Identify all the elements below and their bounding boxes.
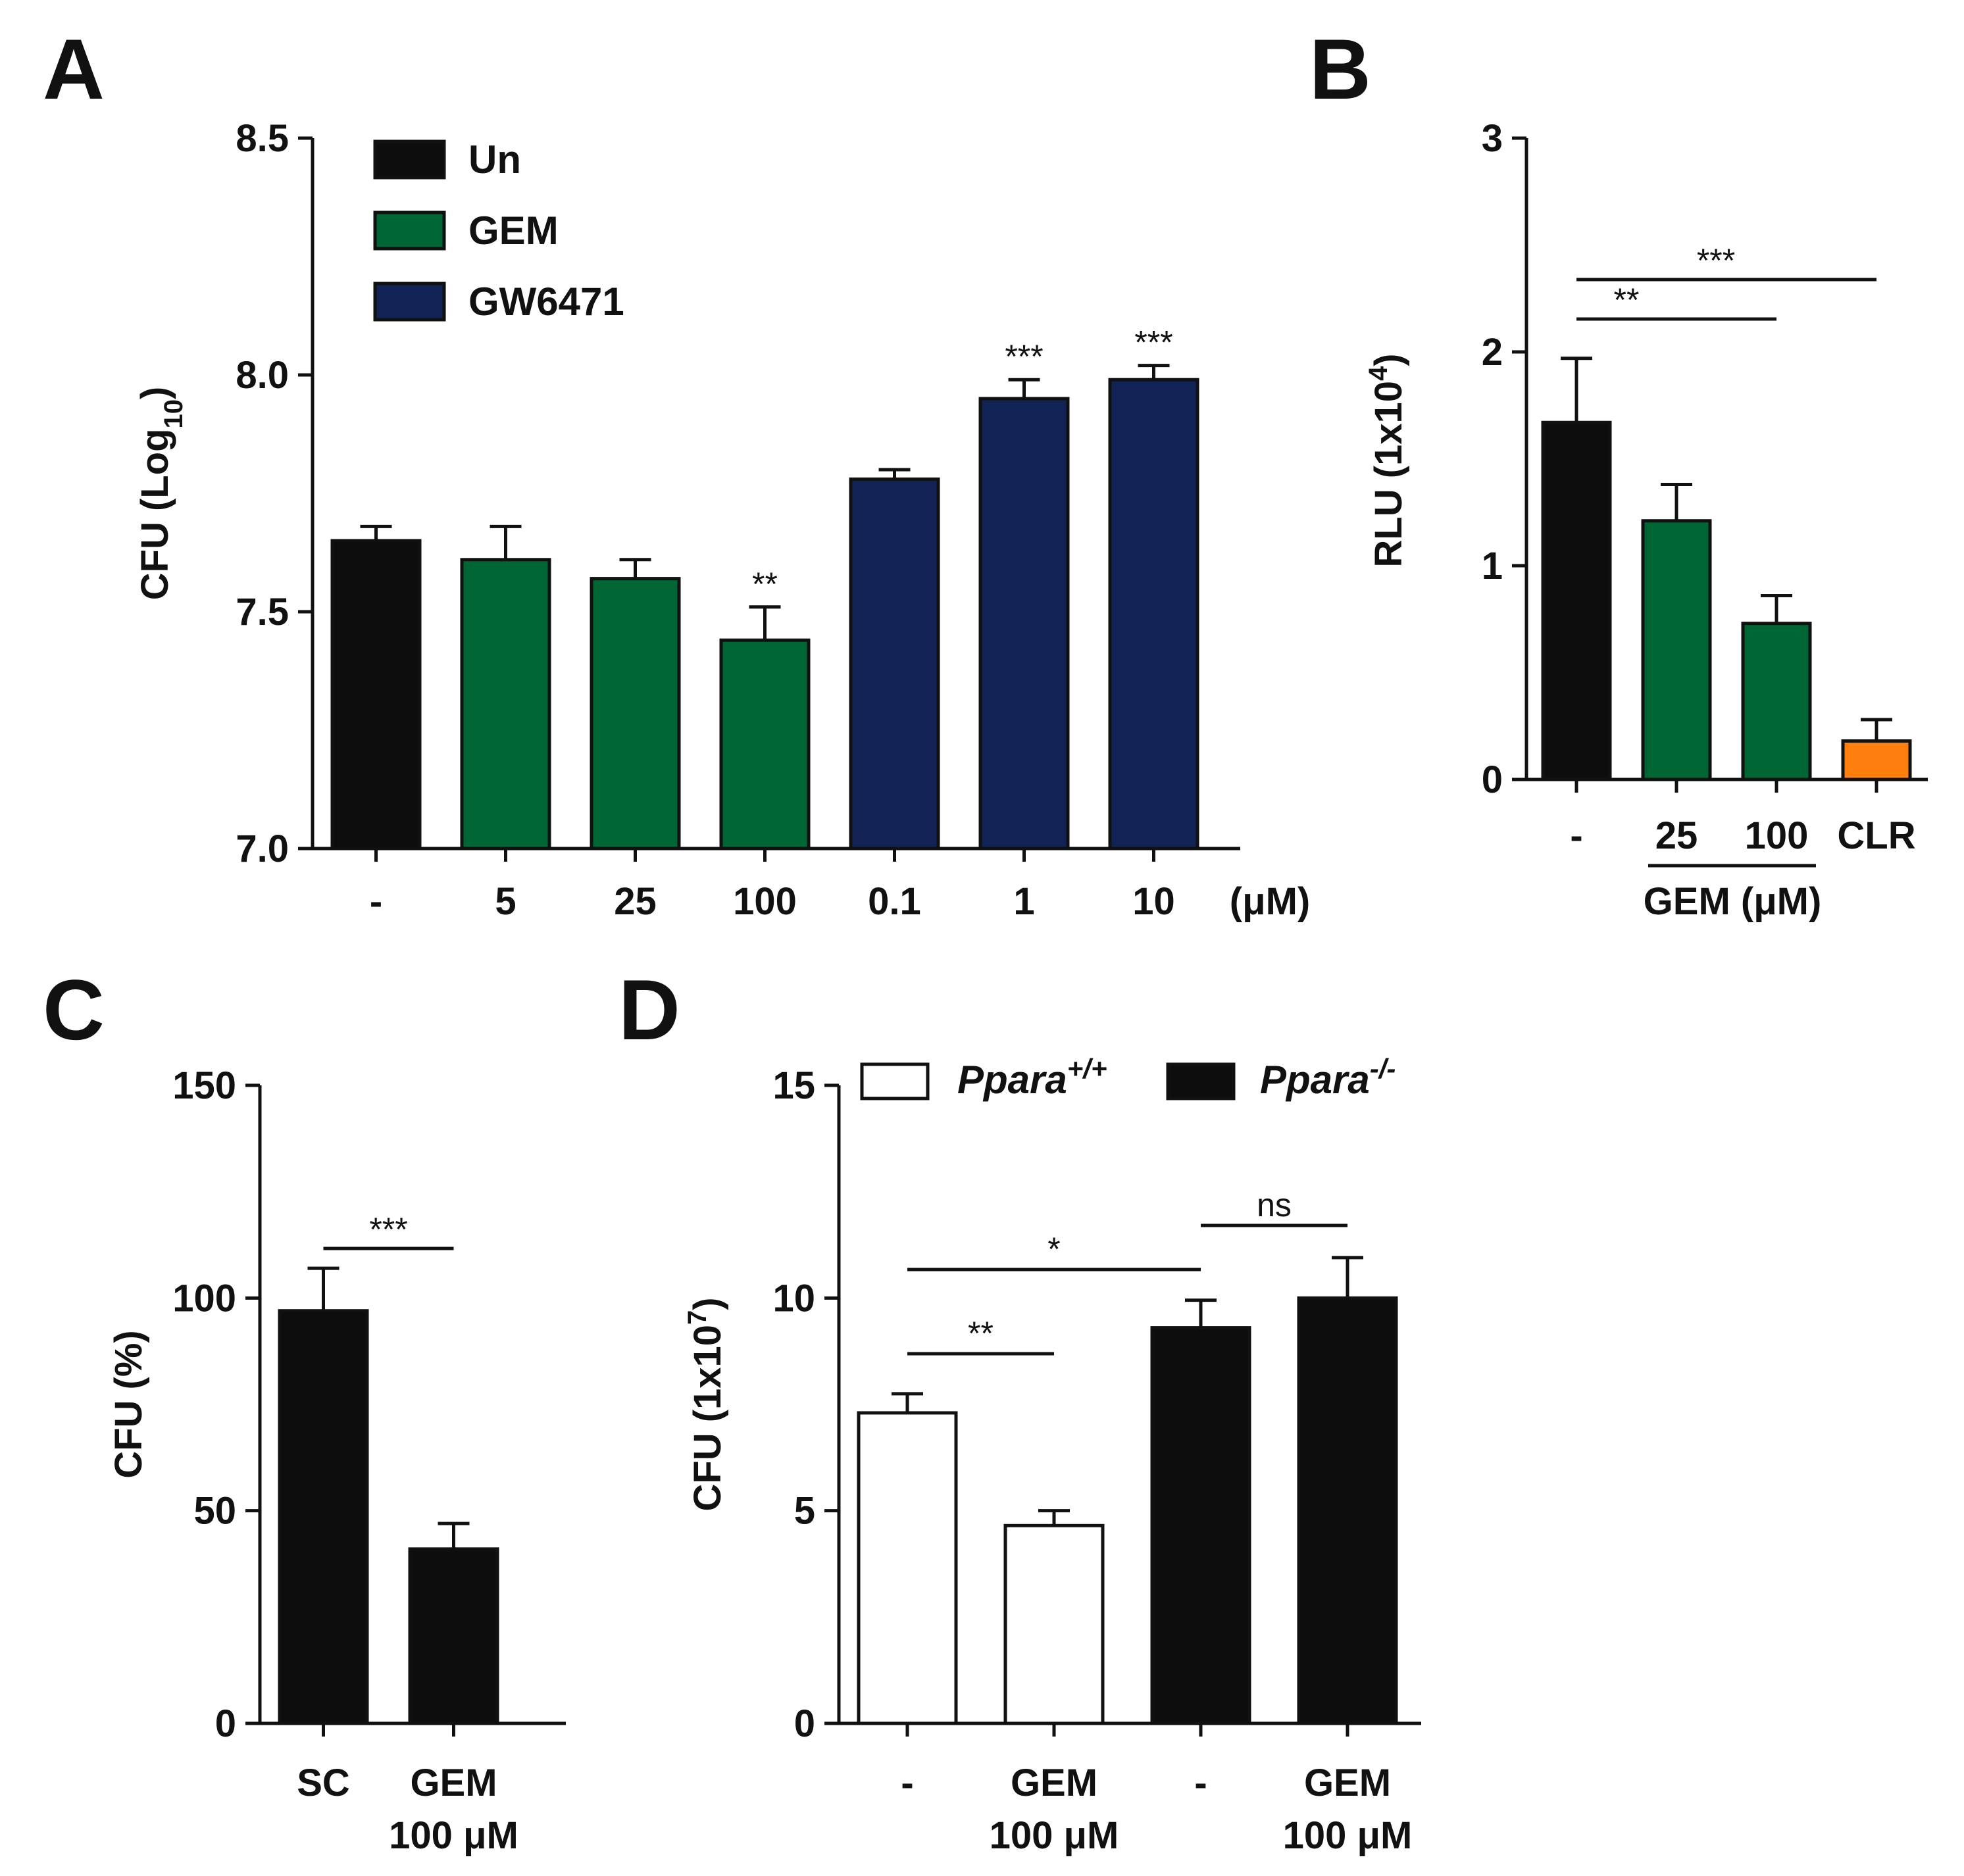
comparison-label: * xyxy=(1047,1231,1060,1268)
significance-marker: *** xyxy=(1134,324,1172,361)
bar-3 xyxy=(590,577,681,851)
x-tick-sublabel: 100 μM xyxy=(389,1814,518,1857)
legend-label: Ppara-/- xyxy=(1260,1053,1396,1102)
x-tick-label: 25 xyxy=(1655,814,1698,857)
bar-1 xyxy=(1541,420,1612,781)
legend-label: GW6471 xyxy=(468,280,624,324)
y-axis-title: CFU (1x107) xyxy=(683,1297,729,1511)
legend-label: GEM xyxy=(468,209,559,253)
x-tick-label: - xyxy=(1570,814,1582,857)
group-label: GEM (μM) xyxy=(1644,880,1822,923)
bar-1 xyxy=(278,1309,369,1725)
significance-marker: *** xyxy=(1005,338,1043,375)
x-tick-sublabel: 100 μM xyxy=(1283,1814,1413,1857)
comparison-label: ** xyxy=(968,1315,994,1352)
x-tick-label: CLR xyxy=(1837,814,1915,857)
x-tick-label: 5 xyxy=(495,880,516,923)
panel-letter-c: C xyxy=(43,962,105,1058)
x-tick-label: GEM xyxy=(1304,1762,1391,1804)
chart-a: 7.07.58.08.5- 5 25 100 0.1 1 10 (μM)***** ***CFU… xyxy=(134,117,1310,923)
y-tick-label: 1 xyxy=(1482,545,1503,587)
y-tick-label: 15 xyxy=(772,1064,815,1107)
x-unit-label: (μM) xyxy=(1230,880,1310,923)
panel-letter-d: D xyxy=(618,962,680,1058)
y-tick-label: 7.0 xyxy=(236,827,289,870)
y-tick-label: 8.5 xyxy=(236,117,289,160)
bar-5 xyxy=(849,477,940,851)
y-tick-label: 5 xyxy=(794,1490,815,1533)
x-tick-label: 0.1 xyxy=(868,880,921,923)
y-tick-label: 0 xyxy=(1482,758,1503,801)
x-tick-sublabel: 100 μM xyxy=(990,1814,1119,1857)
x-tick-label: GEM xyxy=(410,1762,497,1804)
bar-4 xyxy=(719,638,811,851)
significance-marker: ** xyxy=(752,566,778,603)
y-tick-label: 2 xyxy=(1482,331,1503,374)
y-tick-label: 100 xyxy=(172,1277,236,1320)
y-axis-title: CFU (%) xyxy=(107,1330,150,1479)
legend-swatch xyxy=(1166,1062,1236,1100)
comparison-label: ** xyxy=(1614,282,1640,318)
y-tick-label: 3 xyxy=(1482,117,1503,160)
legend-swatch xyxy=(860,1062,930,1100)
x-tick-label: - xyxy=(901,1762,913,1804)
x-tick-label: 1 xyxy=(1013,880,1034,923)
y-axis-title: RLU (1x104) xyxy=(1364,353,1410,567)
legend-swatch xyxy=(373,210,446,251)
x-tick-label: 100 xyxy=(1745,814,1809,857)
y-axis-title: CFU (Log10) xyxy=(134,387,188,601)
bar-6 xyxy=(978,397,1070,851)
legend-label: Un xyxy=(468,137,521,182)
bar-1 xyxy=(330,539,422,851)
legend-swatch xyxy=(373,139,446,180)
comparison-label: *** xyxy=(369,1211,407,1248)
bar-7 xyxy=(1108,378,1199,851)
x-tick-label: GEM xyxy=(1011,1762,1097,1804)
bar-2 xyxy=(1641,519,1712,781)
y-tick-label: 150 xyxy=(172,1064,236,1107)
y-tick-label: 0 xyxy=(215,1702,236,1745)
x-tick-label: SC xyxy=(297,1762,350,1804)
bar-3 xyxy=(1150,1326,1251,1725)
bar-4 xyxy=(1297,1296,1398,1725)
bar-2 xyxy=(1003,1523,1105,1725)
x-tick-label: 25 xyxy=(614,880,657,923)
legend-swatch xyxy=(373,282,446,322)
legend-label: Ppara+/+ xyxy=(957,1053,1107,1102)
chart-c: 0 50 100 150 SC GEM 100 μM *** CFU (%) xyxy=(107,1064,566,1857)
y-tick-label: 10 xyxy=(772,1277,815,1320)
y-tick-label: 50 xyxy=(193,1490,236,1533)
x-tick-label: 100 xyxy=(733,880,797,923)
comparison-label: ns xyxy=(1257,1187,1292,1223)
comparison-label: *** xyxy=(1697,242,1735,279)
bar-1 xyxy=(857,1411,958,1725)
bar-2 xyxy=(408,1547,499,1725)
bar-4 xyxy=(1841,739,1912,781)
bar-3 xyxy=(1741,622,1812,781)
x-tick-label: 10 xyxy=(1132,880,1175,923)
y-tick-label: 8.0 xyxy=(236,354,289,397)
x-tick-label: - xyxy=(370,880,382,923)
panel-letter-a: A xyxy=(43,21,105,117)
x-tick-label: - xyxy=(1194,1762,1207,1804)
y-tick-label: 7.5 xyxy=(236,591,289,633)
panel-letter-b: B xyxy=(1309,21,1371,117)
bar-2 xyxy=(460,558,551,851)
y-tick-label: 0 xyxy=(794,1702,815,1745)
